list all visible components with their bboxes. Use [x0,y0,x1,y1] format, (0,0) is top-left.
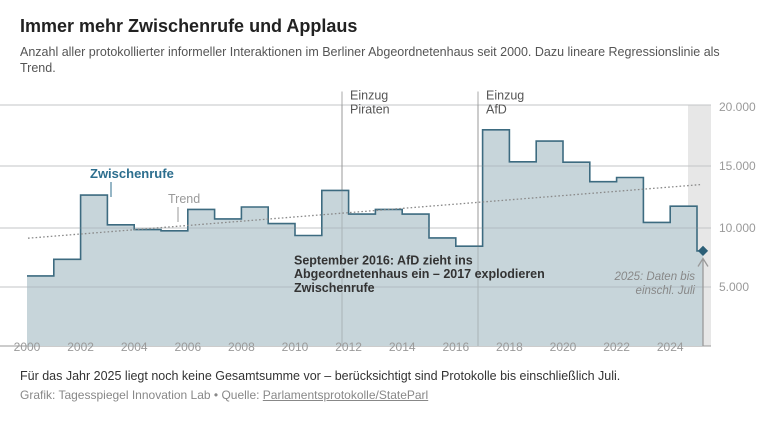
svg-text:20.000: 20.000 [719,100,756,114]
svg-text:Trend: Trend [168,192,200,206]
svg-text:2018: 2018 [496,340,523,354]
svg-text:2010: 2010 [282,340,309,354]
svg-text:2022: 2022 [603,340,630,354]
svg-text:2014: 2014 [389,340,416,354]
svg-text:2020: 2020 [550,340,577,354]
svg-text:2016: 2016 [442,340,469,354]
svg-text:2024: 2024 [657,340,684,354]
svg-text:September 2016: AfD zieht ins: September 2016: AfD zieht ins [294,254,473,268]
svg-text:2000: 2000 [14,340,41,354]
svg-text:Einzug: Einzug [486,89,524,103]
svg-text:Zwischenrufe: Zwischenrufe [90,166,174,181]
svg-text:2006: 2006 [174,340,201,354]
svg-text:einschl. Juli: einschl. Juli [636,285,696,297]
svg-text:2025: Daten bis: 2025: Daten bis [613,271,695,283]
svg-text:Einzug: Einzug [350,89,388,103]
svg-text:Zwischenrufe: Zwischenrufe [294,281,375,295]
svg-text:10.000: 10.000 [719,221,756,235]
svg-text:2004: 2004 [121,340,148,354]
svg-text:2012: 2012 [335,340,362,354]
svg-text:Abgeordnetenhaus ein – 2017 ex: Abgeordnetenhaus ein – 2017 explodieren [294,267,545,281]
svg-text:5.000: 5.000 [719,280,749,294]
svg-text:AfD: AfD [486,102,507,116]
svg-text:2008: 2008 [228,340,255,354]
svg-text:2002: 2002 [67,340,94,354]
svg-text:Piraten: Piraten [350,102,390,116]
svg-text:15.000: 15.000 [719,159,756,173]
